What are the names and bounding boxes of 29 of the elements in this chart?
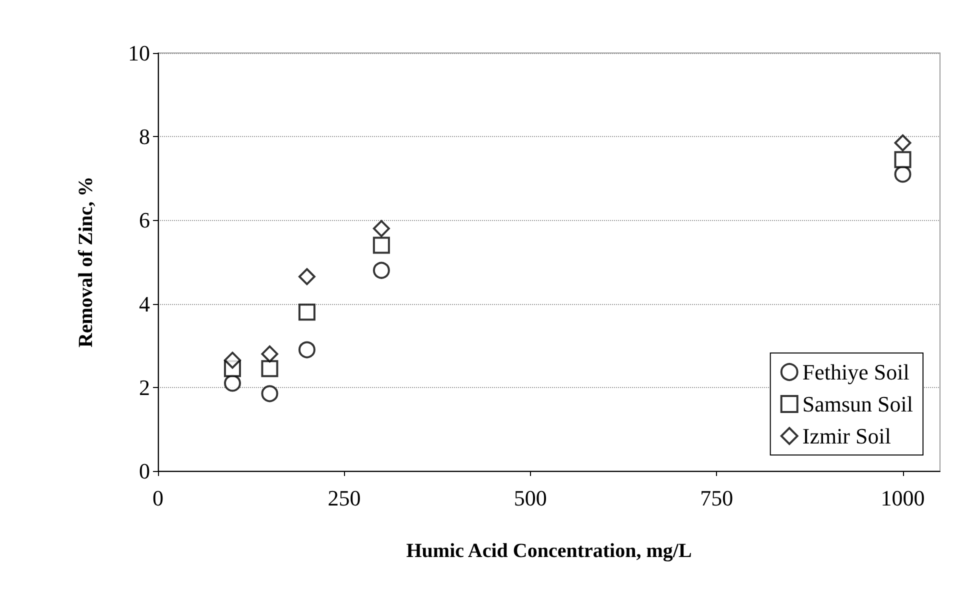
point — [894, 151, 912, 168]
point — [298, 341, 316, 358]
point — [372, 220, 390, 238]
point — [894, 166, 912, 183]
point — [261, 360, 278, 378]
y-axis-title: Removal of Zinc, % — [75, 176, 97, 348]
x-tick-label: 250 — [328, 486, 361, 510]
x-tick-label: 750 — [700, 486, 734, 510]
x-axis-title: Humic Acid Concentration, mg/L — [406, 540, 692, 562]
legend-label: Fethiye Soil — [802, 360, 910, 384]
y-tick-label: 4 — [139, 291, 150, 316]
legend-label: Samsun Soil — [802, 392, 914, 416]
x-tick-label: 1000 — [880, 486, 925, 510]
point — [894, 134, 912, 152]
y-tick-label: 8 — [139, 124, 150, 150]
x-tick-label: 500 — [514, 486, 547, 510]
point — [298, 268, 316, 286]
point — [372, 236, 390, 254]
point — [224, 374, 241, 392]
y-tick-label: 0 — [139, 458, 150, 484]
point — [261, 345, 278, 362]
point — [261, 385, 278, 402]
y-tick-label: 2 — [139, 374, 150, 400]
legend-label: Izmir Soil — [802, 424, 891, 448]
y-tick-label: 10 — [128, 40, 150, 66]
point — [298, 304, 316, 321]
point — [372, 262, 390, 279]
point — [224, 352, 241, 369]
y-tick-label: 6 — [139, 208, 150, 233]
